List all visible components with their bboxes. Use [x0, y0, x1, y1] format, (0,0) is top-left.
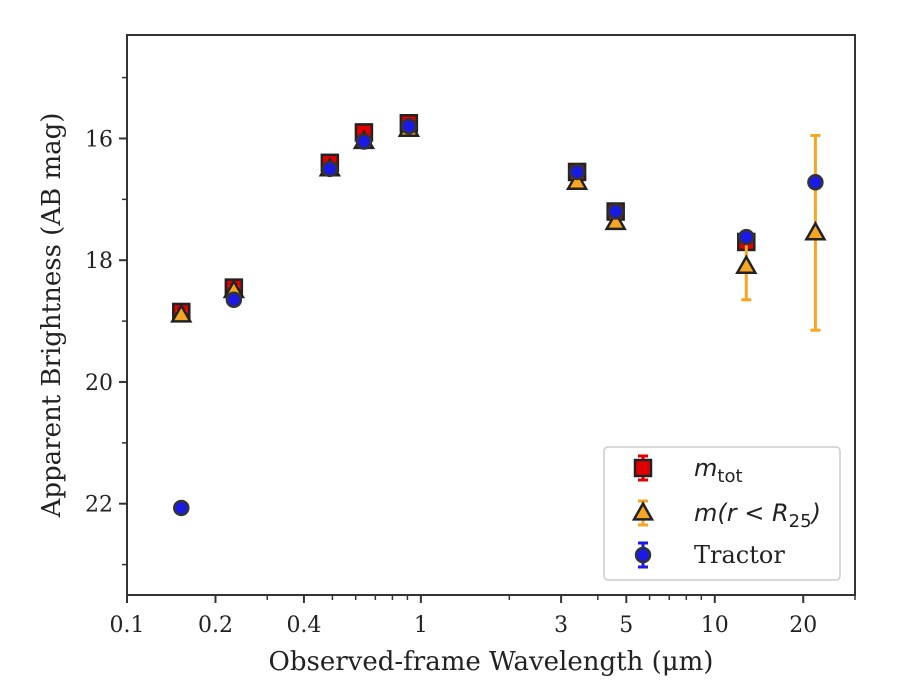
x-tick-label: 0.2: [198, 613, 233, 638]
x-tick-label: 0.1: [110, 613, 145, 638]
series-2: [173, 118, 824, 517]
data-point: [225, 291, 243, 309]
legend-marker: [633, 458, 653, 478]
legend-label: m(r < R25): [694, 499, 821, 532]
x-tick-label: 1: [414, 613, 428, 638]
data-point: [565, 170, 589, 190]
y-tick-label: 18: [85, 249, 113, 274]
legend-label-subscript: 25: [789, 511, 812, 532]
legend-label-subscript: tot: [717, 466, 742, 487]
data-point: [321, 160, 339, 178]
legend-marker: [634, 546, 652, 564]
legend-label-suffix: ): [810, 499, 821, 527]
data-point: [355, 133, 373, 150]
x-tick-label: 10: [701, 613, 729, 638]
x-tick-label: 3: [554, 613, 568, 638]
y-axis-label: Apparent Brightness (AB mag): [37, 113, 67, 519]
y-tick-label: 22: [85, 493, 113, 518]
x-tick-label: 20: [789, 613, 817, 638]
legend-label: mtot: [694, 454, 743, 487]
y-axis: 16 18 20 22: [85, 76, 127, 566]
x-axis-label: Observed-frame Wavelength (μm): [269, 647, 714, 677]
data-point: [807, 174, 824, 191]
legend-marker: [631, 501, 655, 521]
data-point: [568, 163, 586, 181]
y-tick-label: 20: [85, 371, 113, 396]
chart-marks: [170, 114, 827, 517]
x-tick-label: 0.4: [286, 613, 321, 638]
legend-box: [603, 446, 841, 581]
legend-label-main: m: [694, 454, 717, 482]
data-point: [804, 220, 827, 241]
y-tick-label: 16: [85, 127, 113, 152]
legend-label-main: m(r < R: [694, 499, 789, 527]
data-point: [735, 254, 758, 274]
x-axis: 0.1 0.2 0.4 1 3 5 10 20: [110, 595, 856, 638]
data-point: [170, 303, 193, 323]
data-point: [400, 118, 418, 135]
data-point: [604, 210, 627, 231]
data-point: [173, 499, 190, 517]
legend-label: Tractor: [694, 541, 785, 569]
x-tick-label: 5: [619, 613, 633, 638]
plot-frame: [126, 34, 856, 596]
legend-label-main: Tractor: [694, 541, 785, 569]
data-point: [738, 228, 755, 246]
legend: mtot m(r < R25) Tractor: [603, 446, 841, 581]
data-point: [607, 203, 624, 220]
